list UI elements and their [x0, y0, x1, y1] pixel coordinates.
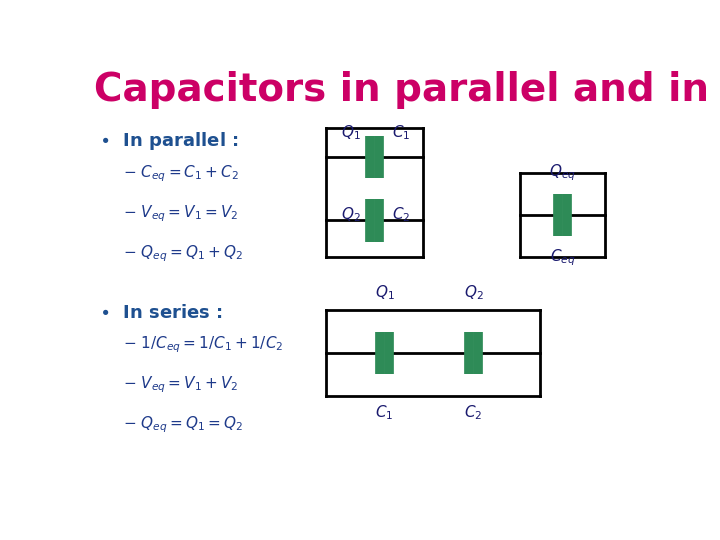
Text: $\bullet$  In series :: $\bullet$ In series : — [99, 303, 223, 321]
Text: $C_1$: $C_1$ — [392, 123, 410, 142]
Text: $C_2$: $C_2$ — [464, 403, 483, 422]
Text: $Q_{eq}$: $Q_{eq}$ — [549, 162, 576, 183]
Text: Capacitors in parallel and in series: Capacitors in parallel and in series — [94, 71, 720, 109]
Text: $C_{eq}$: $C_{eq}$ — [550, 247, 575, 268]
Text: $C_1$: $C_1$ — [375, 403, 394, 422]
Text: $\bullet$  In parallel :: $\bullet$ In parallel : — [99, 130, 239, 152]
Text: $-\ Q_{eq}=Q_1=Q_2$: $-\ Q_{eq}=Q_1=Q_2$ — [122, 414, 243, 435]
Text: $C_2$: $C_2$ — [392, 205, 410, 224]
Text: $-\ 1/C_{eq} = 1/C_1 + 1/C_2$: $-\ 1/C_{eq} = 1/C_1 + 1/C_2$ — [122, 334, 283, 355]
Text: $Q_1$: $Q_1$ — [374, 284, 395, 302]
Text: $Q_1$: $Q_1$ — [341, 123, 361, 142]
Text: $-\ C_{eq} = C_1 + C_2$: $-\ C_{eq} = C_1 + C_2$ — [122, 164, 238, 184]
Text: $-\ V_{eq}=V_1+V_2$: $-\ V_{eq}=V_1+V_2$ — [122, 374, 238, 395]
Text: $-\ V_{eq}=V_1=V_2$: $-\ V_{eq}=V_1=V_2$ — [122, 204, 238, 224]
Text: $-\ Q_{eq}=Q_1+Q_2$: $-\ Q_{eq}=Q_1+Q_2$ — [122, 244, 243, 264]
Text: $Q_2$: $Q_2$ — [341, 205, 361, 224]
Text: $Q_2$: $Q_2$ — [464, 284, 483, 302]
